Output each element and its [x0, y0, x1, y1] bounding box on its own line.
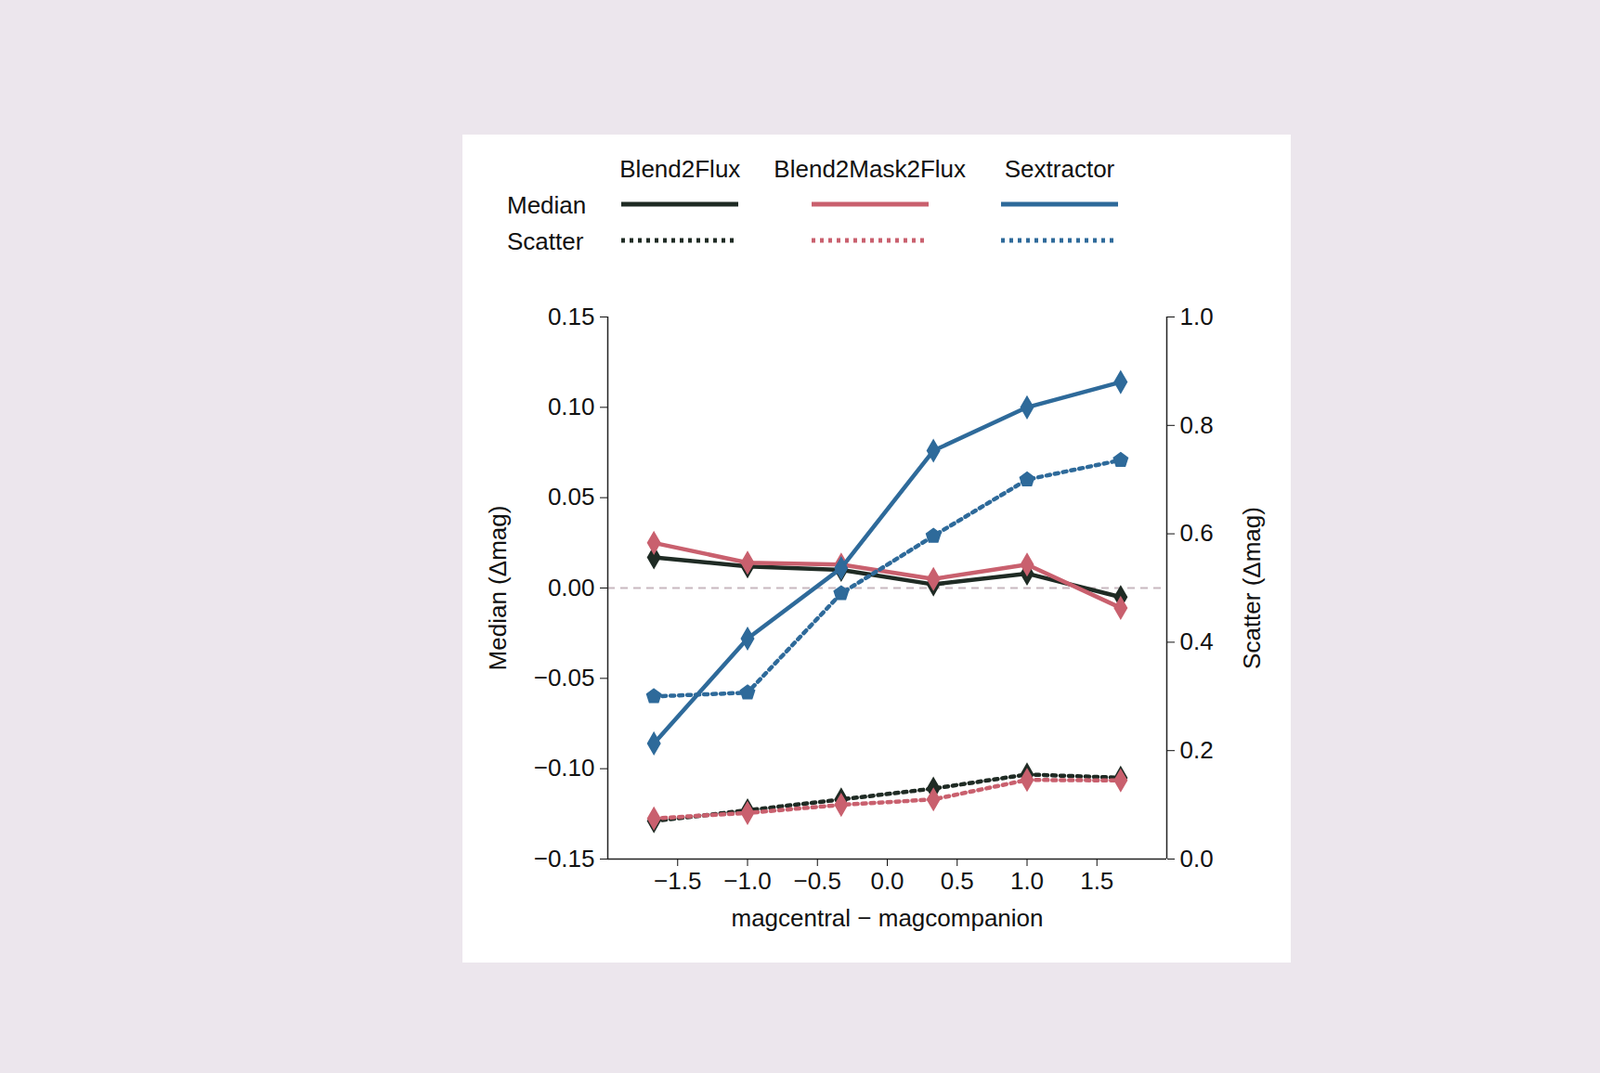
svg-text:−0.5: −0.5: [793, 867, 842, 896]
svg-text:−0.10: −0.10: [533, 754, 596, 782]
svg-text:0.15: 0.15: [547, 302, 596, 331]
svg-text:−1.0: −1.0: [723, 867, 771, 896]
svg-text:0.2: 0.2: [1180, 736, 1214, 765]
svg-text:magcentral − magcompanion: magcentral − magcompanion: [730, 904, 1043, 933]
svg-text:−0.05: −0.05: [533, 663, 596, 692]
html-text:Blend2Mask2Flux: Blend2Mask2Flux: [773, 155, 966, 183]
svg-text:Scatter (Δmag): Scatter (Δmag): [1237, 507, 1266, 670]
html-text:Blend2Flux: Blend2Flux: [619, 155, 741, 183]
svg-text:0.4: 0.4: [1180, 627, 1214, 656]
svg-text:1.0: 1.0: [1010, 867, 1044, 896]
svg-text:1.5: 1.5: [1079, 867, 1114, 896]
svg-text:0.0: 0.0: [870, 867, 904, 896]
html-text:Sextractor: Sextractor: [1004, 155, 1115, 183]
svg-text:Median (Δmag): Median (Δmag): [483, 506, 512, 672]
svg-text:0.10: 0.10: [547, 392, 596, 421]
svg-text:0.05: 0.05: [547, 482, 596, 511]
svg-text:−1.5: −1.5: [653, 867, 702, 896]
svg-text:0.6: 0.6: [1180, 519, 1214, 547]
html-text:Median: Median: [507, 191, 587, 220]
svg-text:0.00: 0.00: [547, 573, 596, 602]
svg-text:0.5: 0.5: [940, 867, 975, 896]
svg-text:−0.15: −0.15: [533, 845, 596, 873]
html-text:Scatter: Scatter: [507, 227, 584, 256]
svg-text:0.8: 0.8: [1180, 411, 1214, 440]
svg-text:0.0: 0.0: [1180, 845, 1214, 873]
svg-text:1.0: 1.0: [1180, 302, 1214, 331]
